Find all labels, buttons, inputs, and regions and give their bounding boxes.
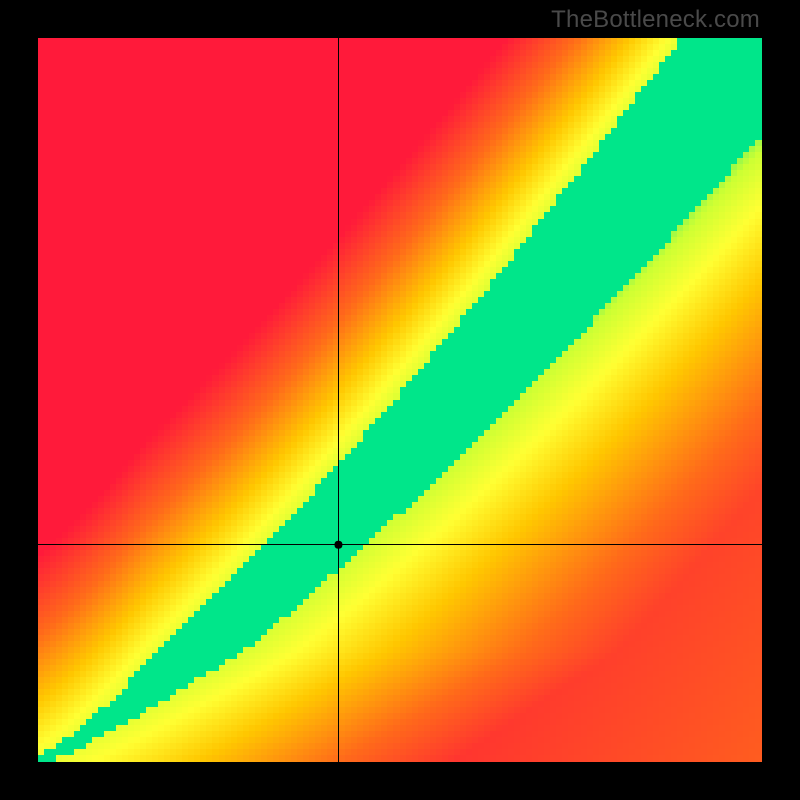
- crosshair-marker: [38, 38, 762, 762]
- chart-container: TheBottleneck.com: [0, 0, 800, 800]
- watermark-text: TheBottleneck.com: [551, 6, 760, 34]
- plot-area: [38, 38, 762, 762]
